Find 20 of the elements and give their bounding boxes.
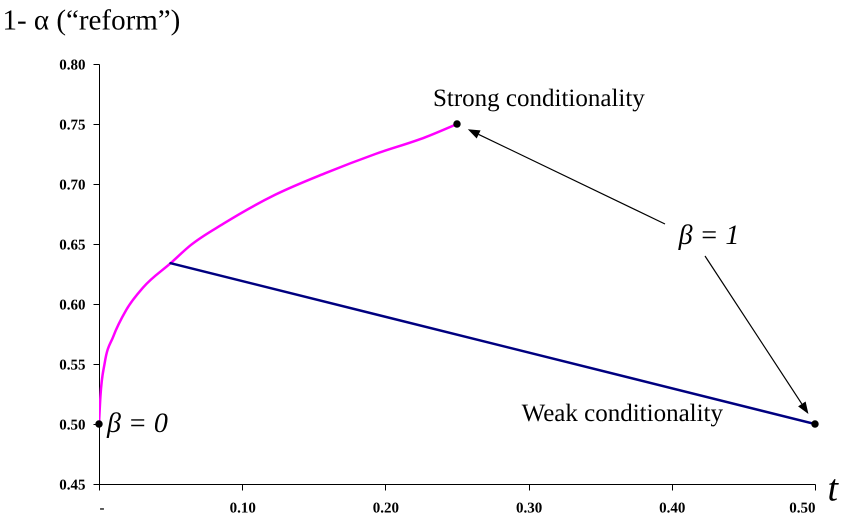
y-axis-title: 1- α (“reform”)	[2, 4, 180, 36]
y-tick-label: 0.65	[59, 238, 86, 254]
annotation: β = 1	[678, 220, 740, 251]
y-tick-label: 0.45	[59, 478, 86, 494]
x-axis-title: t	[828, 468, 840, 510]
y-tick-label: 0.55	[59, 358, 86, 374]
x-tick-label: 0.10	[230, 500, 256, 516]
annotation: Weak conditionality	[522, 400, 724, 427]
x-tick-label: 0.50	[789, 500, 816, 516]
x-tick-label: -	[100, 500, 104, 516]
x-tick-label: 0.20	[372, 500, 400, 516]
y-tick-label: 0.60	[59, 298, 86, 314]
x-tick-label: 0.30	[516, 500, 542, 516]
y-tick-label: 0.50	[59, 418, 86, 434]
annotation: Strong conditionality	[433, 85, 646, 112]
y-tick-label: 0.70	[59, 178, 86, 194]
y-tick-label: 0.75	[59, 118, 86, 134]
y-tick-label: 0.80	[59, 58, 86, 74]
x-tick-label: 0.40	[659, 500, 686, 516]
annotation: β = 0	[106, 408, 168, 439]
